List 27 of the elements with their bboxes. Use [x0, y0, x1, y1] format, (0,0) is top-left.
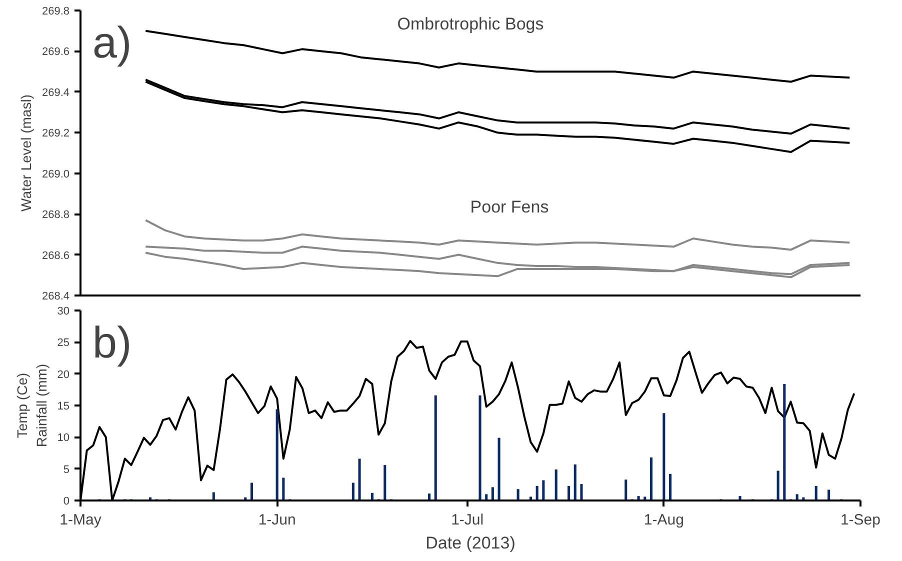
y-tick-label: 268.8: [42, 209, 70, 222]
annotation: b): [92, 318, 132, 368]
y-axis-title: Water Level (masl): [18, 94, 34, 212]
x-tick-label: 1-Jun: [258, 512, 296, 528]
y-tick-label: 20: [57, 368, 70, 381]
annotation: Ombrotrophic Bogs: [397, 14, 544, 34]
y-tick-label: 269.2: [42, 128, 70, 140]
y-tick-label: 269.8: [42, 6, 70, 18]
annotation: Poor Fens: [470, 198, 549, 217]
y-axis-title: Temp (Ce) Rainfall (mm): [14, 364, 50, 448]
y-tick-label: 25: [57, 337, 70, 350]
y-tick-label: 269.0: [42, 168, 70, 180]
y-tick-label: 0: [63, 496, 70, 508]
y-tick-label: 30: [57, 306, 70, 318]
y-tick-label: 268.4: [42, 290, 70, 302]
y-tick-label: 269.4: [42, 86, 70, 99]
y-tick-label: 15: [57, 400, 70, 412]
y-tick-label: 269.6: [42, 46, 70, 58]
x-axis-title: Date (2013): [426, 534, 516, 552]
y-tick-label: 10: [57, 432, 70, 444]
y-tick-label: 268.6: [42, 250, 70, 262]
y-tick-label: 5: [63, 464, 70, 476]
x-tick-label: 1-Aug: [644, 512, 684, 528]
x-tick-label: 1-Jul: [451, 512, 484, 528]
text: a): [92, 18, 132, 68]
x-tick-label: 1-May: [60, 512, 102, 528]
x-tick-label: 1-Sep: [840, 512, 881, 528]
